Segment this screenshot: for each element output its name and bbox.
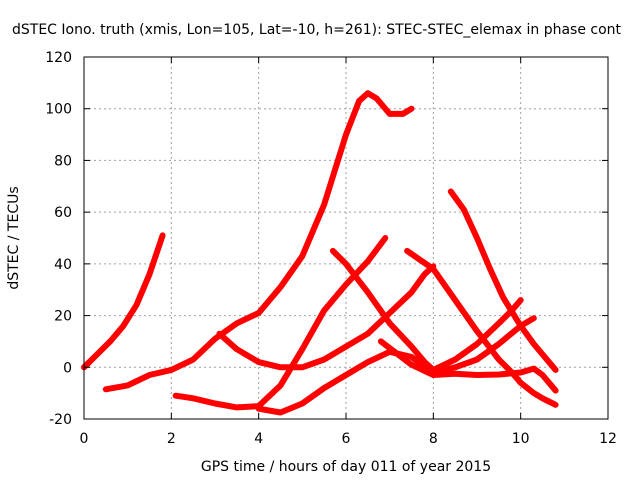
y-tick-label: 60	[54, 205, 72, 221]
x-tick-label: 10	[512, 431, 530, 447]
x-tick-label: 6	[342, 431, 351, 447]
series-line-9	[447, 188, 559, 373]
series-line-6	[329, 247, 524, 373]
x-tick-label: 2	[167, 431, 176, 447]
series-line-7	[377, 338, 559, 394]
ticks: 0 2 4 6 8 10 12 -20 0 20 40 60 80 100 120	[45, 50, 617, 447]
x-tick-label: 4	[254, 431, 263, 447]
series-line-4	[216, 263, 437, 371]
y-tick-label: -20	[49, 412, 72, 428]
y-tick-label: 0	[63, 360, 72, 376]
chart-title: dSTEC Iono. truth (xmis, Lon=105, Lat=-1…	[12, 22, 622, 38]
series-layer	[81, 90, 559, 416]
x-tick-label: 12	[599, 431, 617, 447]
series-line-8	[404, 247, 559, 408]
series-line-2	[102, 90, 415, 393]
y-tick-label: 80	[54, 153, 72, 169]
x-tick-label: 8	[429, 431, 438, 447]
y-tick-label: 40	[54, 257, 72, 273]
y-tick-label: 20	[54, 309, 72, 325]
series-line-1	[81, 232, 166, 371]
y-tick-label: 100	[45, 102, 72, 118]
y-axis-title: dSTEC / TECUs	[6, 186, 22, 289]
x-tick-label: 0	[80, 431, 89, 447]
x-axis-title: GPS time / hours of day 011 of year 2015	[201, 459, 491, 475]
y-tick-label: 120	[45, 50, 72, 66]
